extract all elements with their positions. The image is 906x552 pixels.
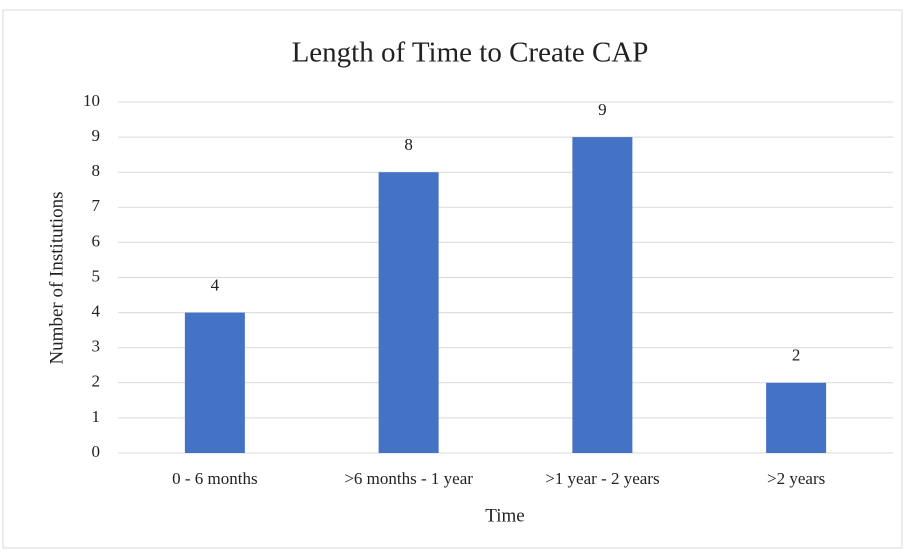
y-tick-label: 1 — [92, 407, 101, 426]
y-tick-label: 0 — [92, 442, 101, 461]
y-tick-label: 7 — [92, 196, 101, 215]
bar — [378, 172, 439, 453]
bar — [184, 312, 245, 453]
y-tick-label: 5 — [92, 266, 101, 285]
chart-title: Length of Time to Create CAP — [292, 37, 649, 69]
y-axis-label: Number of Institutions — [46, 191, 67, 364]
bar — [766, 382, 827, 453]
data-label: 4 — [211, 276, 220, 295]
x-axis-label: Time — [485, 505, 524, 526]
chart-border — [2, 9, 903, 549]
y-tick-label: 2 — [92, 372, 101, 391]
data-label: 8 — [404, 135, 413, 154]
data-label: 9 — [598, 100, 607, 119]
x-tick-label: >2 years — [767, 469, 825, 488]
y-tick-label: 3 — [92, 337, 101, 356]
x-tick-label: >1 year - 2 years — [545, 469, 659, 488]
y-tick-label: 8 — [92, 161, 101, 180]
bar — [572, 137, 633, 453]
y-tick-label: 9 — [92, 126, 101, 145]
data-label: 2 — [792, 346, 801, 365]
x-tick-label: 0 - 6 months — [172, 469, 257, 488]
y-tick-label: 4 — [92, 302, 101, 321]
x-tick-label: >6 months - 1 year — [344, 469, 473, 488]
y-tick-label: 10 — [83, 91, 100, 110]
y-tick-label: 6 — [92, 231, 101, 250]
